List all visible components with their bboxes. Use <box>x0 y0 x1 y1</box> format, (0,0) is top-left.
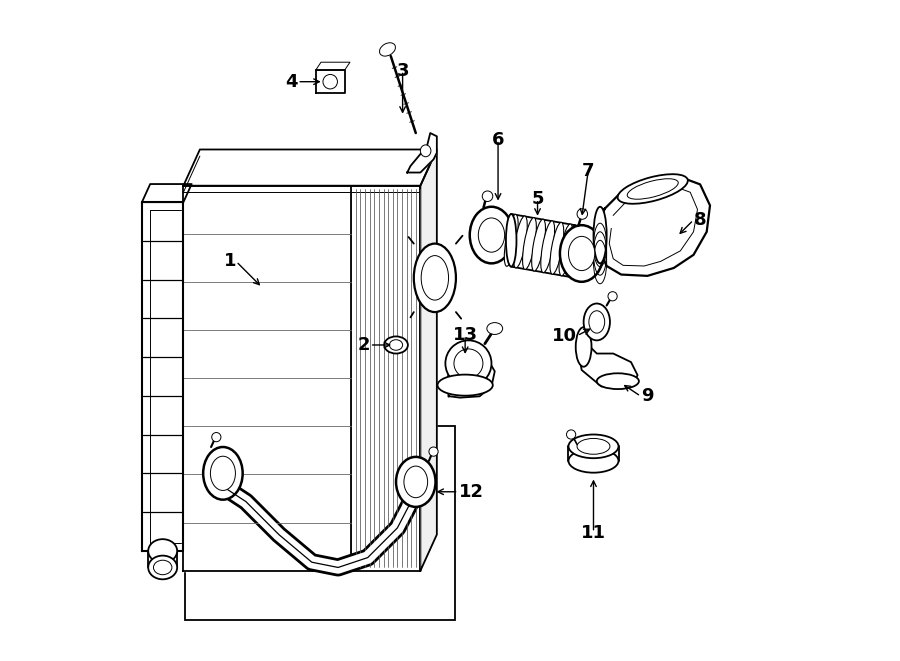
Ellipse shape <box>454 349 483 378</box>
Ellipse shape <box>212 432 220 442</box>
Ellipse shape <box>532 219 545 271</box>
Text: 3: 3 <box>396 61 409 79</box>
Text: 11: 11 <box>581 524 606 541</box>
Ellipse shape <box>211 456 236 490</box>
Polygon shape <box>142 202 184 551</box>
Text: 1: 1 <box>223 253 236 270</box>
Ellipse shape <box>577 209 588 219</box>
Text: 12: 12 <box>459 483 483 501</box>
Ellipse shape <box>506 214 517 266</box>
Ellipse shape <box>513 216 527 268</box>
Ellipse shape <box>470 207 513 263</box>
Ellipse shape <box>482 191 493 202</box>
Ellipse shape <box>437 375 493 396</box>
Polygon shape <box>579 332 637 387</box>
Ellipse shape <box>148 556 177 579</box>
Polygon shape <box>316 70 345 93</box>
Text: 4: 4 <box>284 73 297 91</box>
Polygon shape <box>446 358 495 398</box>
Ellipse shape <box>608 292 617 301</box>
Polygon shape <box>407 133 436 173</box>
Ellipse shape <box>593 207 607 263</box>
Ellipse shape <box>148 539 177 563</box>
Polygon shape <box>420 149 436 570</box>
Polygon shape <box>596 176 710 276</box>
Ellipse shape <box>577 438 610 454</box>
Ellipse shape <box>420 145 431 157</box>
Text: 7: 7 <box>582 161 595 180</box>
Ellipse shape <box>560 225 603 282</box>
Ellipse shape <box>504 214 518 266</box>
Ellipse shape <box>446 340 491 387</box>
Ellipse shape <box>541 221 554 273</box>
Ellipse shape <box>487 323 503 334</box>
Ellipse shape <box>384 336 408 354</box>
Polygon shape <box>184 186 420 570</box>
Ellipse shape <box>396 457 436 507</box>
Polygon shape <box>184 149 436 186</box>
Ellipse shape <box>323 75 338 89</box>
Ellipse shape <box>523 217 536 270</box>
Ellipse shape <box>421 256 448 300</box>
Text: 13: 13 <box>453 326 478 344</box>
Ellipse shape <box>154 561 172 574</box>
Text: 10: 10 <box>552 327 577 345</box>
Ellipse shape <box>583 303 610 340</box>
Ellipse shape <box>414 244 456 312</box>
Ellipse shape <box>589 311 605 333</box>
Text: 8: 8 <box>694 211 706 229</box>
Ellipse shape <box>380 43 395 56</box>
Ellipse shape <box>404 466 428 498</box>
Ellipse shape <box>203 447 243 500</box>
Ellipse shape <box>390 340 402 350</box>
Ellipse shape <box>550 222 563 274</box>
Ellipse shape <box>570 225 580 278</box>
Ellipse shape <box>569 237 595 270</box>
Text: 2: 2 <box>357 336 370 354</box>
Ellipse shape <box>627 178 679 199</box>
Ellipse shape <box>569 449 618 473</box>
Ellipse shape <box>478 218 505 253</box>
Ellipse shape <box>597 373 639 389</box>
Ellipse shape <box>569 434 618 458</box>
Ellipse shape <box>559 224 572 276</box>
Polygon shape <box>316 62 350 70</box>
Text: 5: 5 <box>531 190 544 208</box>
Bar <box>185 426 455 620</box>
Ellipse shape <box>568 225 582 278</box>
Ellipse shape <box>576 327 591 367</box>
Ellipse shape <box>566 430 576 439</box>
Ellipse shape <box>617 175 688 204</box>
Ellipse shape <box>429 447 438 456</box>
Text: 6: 6 <box>491 131 504 149</box>
Text: 9: 9 <box>641 387 653 405</box>
Polygon shape <box>142 184 192 202</box>
